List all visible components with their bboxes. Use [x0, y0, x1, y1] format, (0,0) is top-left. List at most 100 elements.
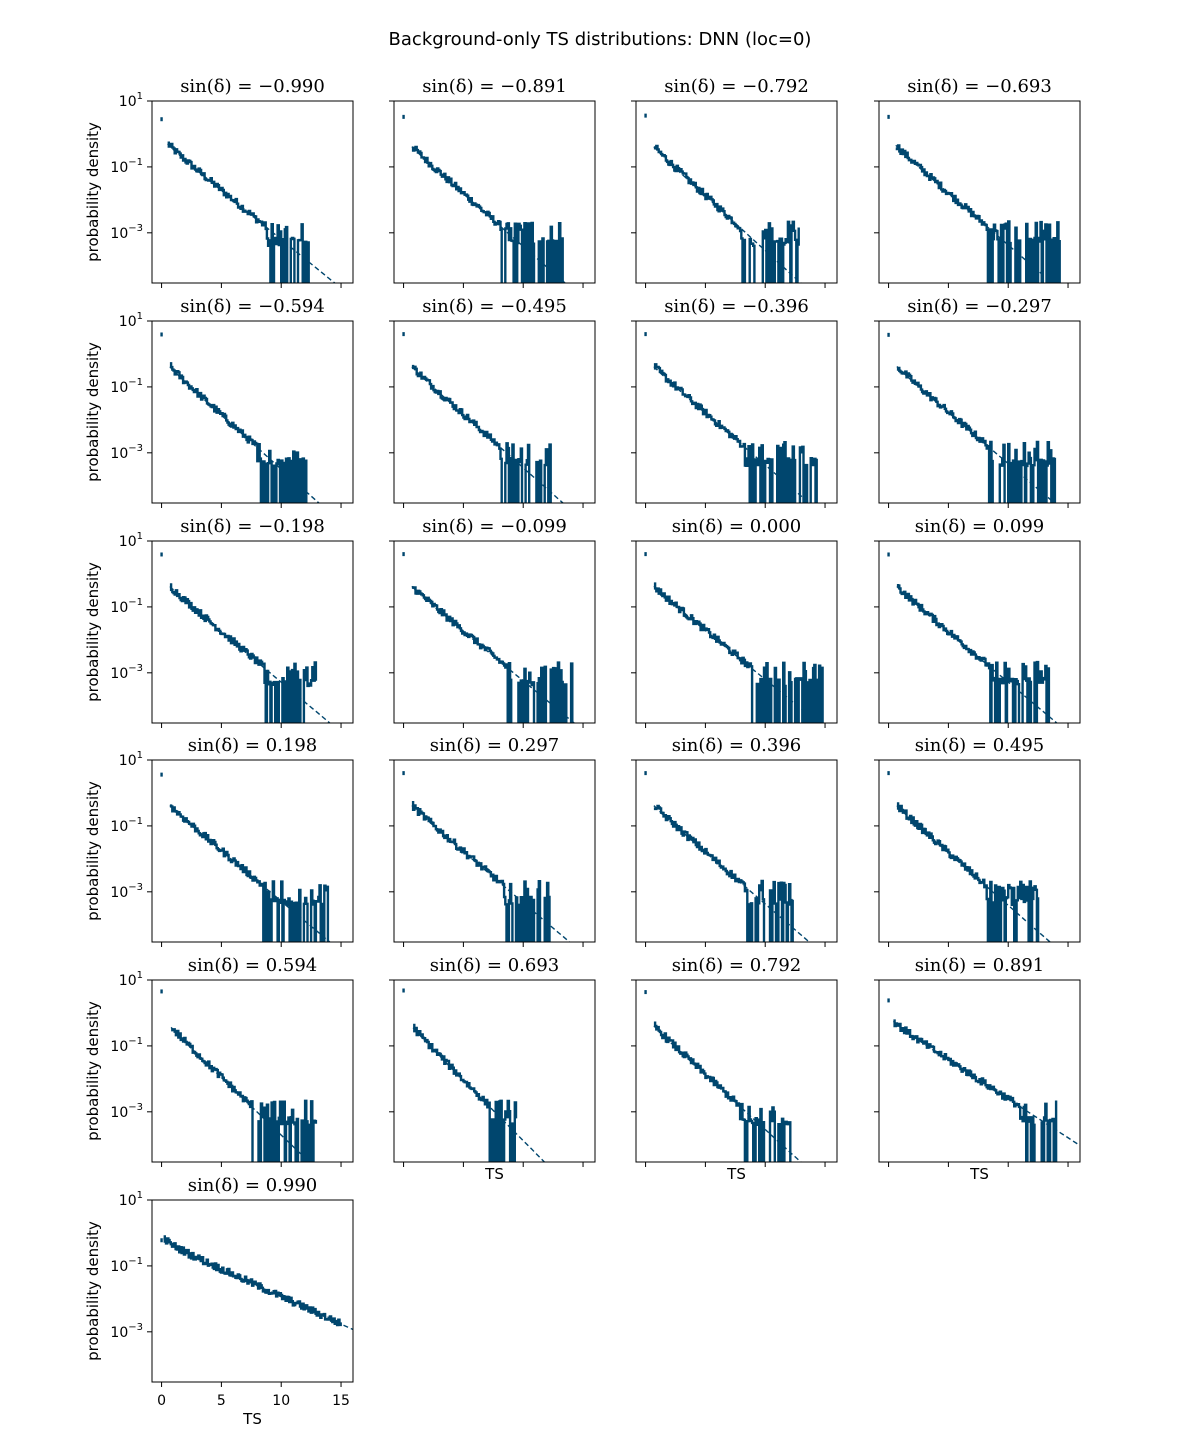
axes-frame: [393, 979, 596, 1163]
subplot-title: sin(δ) = −0.693: [907, 76, 1052, 97]
plot-area: [644, 990, 802, 1162]
histogram-step: [653, 582, 824, 723]
axes-frame: [393, 100, 596, 284]
plot-area: [887, 552, 1058, 723]
subplot-panel: sin(δ) = 0.891 TS: [874, 955, 1081, 1183]
y-tick-label: 10−1: [110, 377, 143, 396]
y-axis-label: probability density: [84, 562, 102, 702]
subplot-title: sin(δ) = 0.990: [188, 1175, 318, 1196]
subplot-title: sin(δ) = −0.198: [180, 516, 325, 537]
x-axis-label: TS: [242, 1410, 262, 1428]
histogram-step: [167, 141, 310, 283]
x-axis-label: TS: [484, 1165, 504, 1183]
plot-area: [160, 332, 320, 503]
panel-grid: sin(δ) = −0.990 101 10−1 10−3 probability de…: [84, 76, 1081, 1428]
y-axis-label: probability density: [84, 1001, 102, 1141]
subplot-title: sin(δ) = 0.495: [915, 735, 1045, 756]
y-tick-label: 10−3: [110, 663, 143, 682]
axes-frame: [878, 320, 1081, 504]
histogram-step: [653, 363, 818, 503]
subplot-title: sin(δ) = −0.990: [180, 76, 325, 97]
x-tick-label: 15: [332, 1393, 350, 1409]
histogram-step: [171, 1028, 318, 1162]
plot-area: [887, 998, 1080, 1162]
subplot-title: sin(δ) = 0.000: [672, 516, 802, 537]
plot-area: [402, 771, 571, 942]
subplot-title: sin(δ) = 0.891: [915, 955, 1045, 976]
subplot-panel: sin(δ) = 0.990 101 10−1 10−3 0 5 10 15 probabili…: [84, 1175, 354, 1428]
fit-line: [411, 366, 565, 503]
axes-frame: [635, 979, 838, 1163]
plot-area: [644, 332, 818, 503]
histogram-step: [163, 1235, 342, 1327]
y-tick-label: 10−1: [110, 597, 143, 616]
subplot-title: sin(δ) = −0.495: [422, 296, 567, 317]
histogram-step: [893, 1019, 1058, 1162]
subplot-title: sin(δ) = 0.396: [672, 735, 802, 756]
subplot-panel: sin(δ) = 0.000: [631, 516, 838, 728]
y-tick-label: 101: [119, 1190, 143, 1209]
y-tick-label: 10−3: [110, 882, 143, 901]
plot-area: [644, 113, 802, 283]
axes-frame: [151, 320, 354, 504]
y-tick-label: 10−3: [110, 443, 143, 462]
histogram-step: [169, 583, 318, 723]
subplot-panel: sin(δ) = −0.990 101 10−1 10−3 probability de…: [84, 76, 354, 288]
plot-area: [644, 552, 824, 723]
subplot-panel: sin(δ) = 0.792 TS: [631, 955, 838, 1183]
plot-area: [160, 772, 331, 942]
axes-frame: [151, 759, 354, 943]
subplot-title: sin(δ) = 0.792: [672, 955, 802, 976]
histogram-step: [895, 144, 1061, 283]
subplot-panel: sin(δ) = −0.396: [631, 296, 838, 508]
axes-frame: [878, 540, 1081, 724]
histogram-step: [169, 362, 308, 503]
y-tick-label: 101: [119, 311, 143, 330]
subplot-panel: sin(δ) = 0.693 TS: [389, 955, 596, 1183]
plot-area: [160, 117, 336, 283]
y-tick-label: 101: [119, 750, 143, 769]
subplot-panel: sin(δ) = −0.198 101 10−1 10−3 probability de…: [84, 516, 354, 728]
plot-area: [644, 771, 811, 942]
y-axis-label: probability density: [84, 122, 102, 262]
subplot-panel: sin(δ) = 0.198 101 10−1 10−3 probability den…: [84, 735, 354, 947]
subplot-title: sin(δ) = −0.297: [907, 296, 1052, 317]
y-tick-label: 10−1: [110, 816, 143, 835]
histogram-step: [653, 804, 794, 942]
subplot-title: sin(δ) = 0.099: [915, 516, 1045, 537]
x-axis-label: TS: [969, 1165, 989, 1183]
plot-area: [160, 989, 318, 1162]
histogram-step: [653, 1021, 792, 1162]
y-axis-label: probability density: [84, 781, 102, 921]
y-tick-label: 10−1: [110, 1256, 143, 1275]
x-tick-label: 5: [217, 1393, 226, 1409]
axes-frame: [635, 759, 838, 943]
subplot-panel: sin(δ) = 0.099: [874, 516, 1081, 728]
subplot-title: sin(δ) = 0.693: [430, 955, 560, 976]
axes-frame: [151, 979, 354, 1163]
subplot-panel: sin(δ) = 0.297: [389, 735, 596, 947]
axes-frame: [393, 540, 596, 724]
subplot-panel: sin(δ) = −0.495: [389, 296, 596, 508]
y-tick-label: 101: [119, 970, 143, 989]
x-tick-label: 0: [157, 1393, 166, 1409]
plot-area: [160, 1235, 353, 1331]
y-axis-label: probability density: [84, 1221, 102, 1361]
plot-area: [402, 332, 565, 503]
histogram-step: [896, 584, 1051, 723]
histogram-step: [413, 1023, 518, 1162]
y-tick-label: 101: [119, 91, 143, 110]
plot-area: [887, 332, 1057, 503]
figure-title: Background-only TS distributions: DNN (l…: [389, 29, 812, 50]
x-axis-label: TS: [726, 1165, 746, 1183]
x-tick-label: 10: [272, 1393, 290, 1409]
axes-frame: [635, 320, 838, 504]
axes-frame: [635, 100, 838, 284]
axes-frame: [878, 979, 1081, 1163]
y-tick-label: 10−3: [110, 223, 143, 242]
subplot-panel: sin(δ) = 0.396: [631, 735, 838, 947]
axes-frame: [878, 759, 1081, 943]
subplot-panel: sin(δ) = 0.594 101 10−1 10−3 probability den…: [84, 955, 354, 1167]
subplot-title: sin(δ) = −0.891: [422, 76, 567, 97]
